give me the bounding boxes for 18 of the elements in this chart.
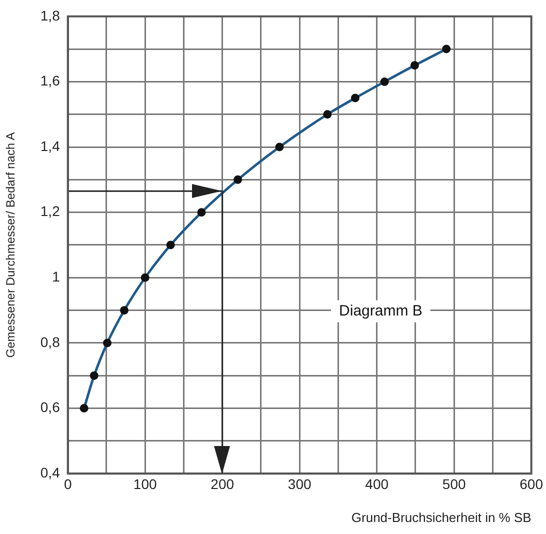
y-tick-label: 1,8 — [40, 7, 60, 24]
y-axis-title: Gemessener Durchmesser/ Bedarf nach A — [4, 132, 18, 358]
y-tick-label: 0,4 — [40, 464, 60, 480]
annotation: Diagramm B — [339, 302, 422, 320]
x-tick-label: 600 — [520, 476, 544, 492]
x-axis-title: Grund-Bruchsicherheit in % SB — [351, 510, 532, 525]
x-tick-label: 100 — [133, 476, 157, 492]
y-tick-label: 1,6 — [40, 72, 60, 89]
x-tick-label: 400 — [365, 476, 389, 492]
y-tick-label: 1 — [52, 268, 60, 285]
x-tick-label: 300 — [288, 476, 312, 492]
x-tick-label: 200 — [210, 476, 234, 492]
x-tick-label: 0 — [64, 476, 72, 492]
y-tick-label: 1,2 — [40, 203, 60, 220]
y-tick-label: 0,6 — [40, 399, 60, 416]
x-tick-label: 500 — [442, 476, 466, 492]
y-tick-label: 0,8 — [40, 334, 60, 350]
y-tick-label: 1,4 — [40, 138, 60, 154]
